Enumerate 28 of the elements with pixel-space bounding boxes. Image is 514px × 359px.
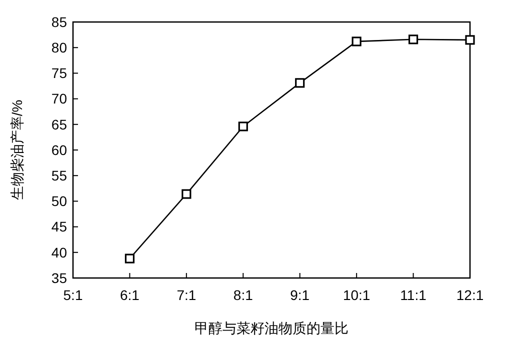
y-tick-label: 40 — [51, 244, 68, 260]
y-tick-label: 50 — [51, 193, 68, 210]
y-tick-label: 75 — [51, 65, 68, 82]
y-axis-title: 生物柴油产率/% — [9, 100, 25, 200]
y-tick-label: 85 — [51, 14, 68, 30]
point — [352, 36, 362, 46]
x-axis-title: 甲醇与菜籽油物质的量比 — [194, 320, 348, 336]
y-tick-label: 55 — [51, 168, 68, 184]
point — [124, 254, 135, 264]
x-tick-label: 6:1 — [120, 287, 140, 303]
y-tick-label: 65 — [51, 116, 68, 132]
point — [238, 122, 248, 132]
x-tick-label: 7:1 — [176, 287, 196, 303]
y-tick-label: 60 — [51, 142, 68, 158]
y-tick-label: 35 — [51, 270, 68, 286]
x-tick-label: 9:1 — [290, 287, 310, 303]
point — [182, 189, 192, 199]
x-tick-label: 12:1 — [456, 287, 484, 303]
y-tick-label: 70 — [51, 90, 68, 107]
point — [465, 35, 475, 45]
y-tick-label: 45 — [51, 218, 68, 235]
x-tick-label: 5:1 — [63, 287, 83, 303]
point — [295, 78, 305, 88]
x-tick-label: 8:1 — [233, 287, 254, 303]
x-tick-label: 11:1 — [400, 287, 427, 303]
point — [408, 34, 418, 44]
x-tick-label: 10:1 — [342, 287, 370, 303]
y-tick-label: 80 — [51, 40, 68, 56]
